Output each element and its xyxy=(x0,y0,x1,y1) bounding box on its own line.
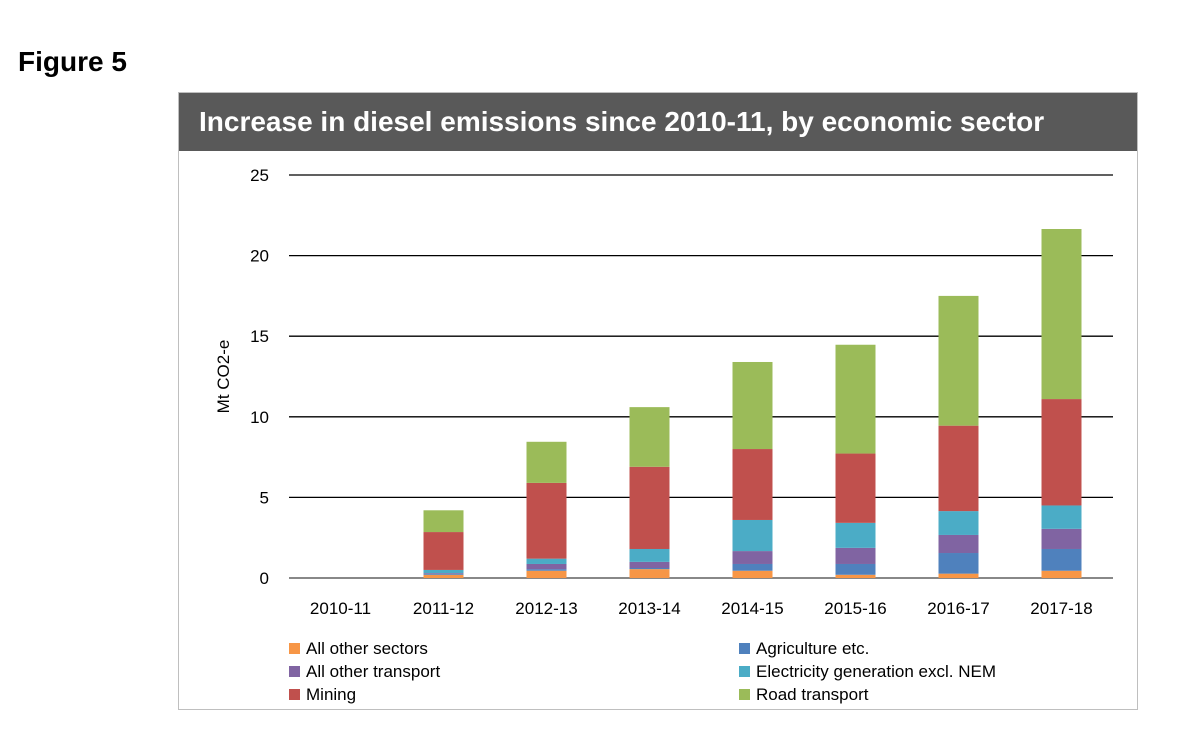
y-tick-label: 0 xyxy=(260,569,269,588)
bar-segment-road-transport xyxy=(526,441,567,483)
bar-segment-agriculture-etc- xyxy=(526,569,567,571)
bar-segment-mining xyxy=(629,466,670,549)
bar-segment-agriculture-etc- xyxy=(732,563,773,571)
bar-segment-all-other-transport xyxy=(732,551,773,564)
bar-segment-all-other-sectors xyxy=(938,573,979,578)
bar-segment-all-other-sectors xyxy=(835,574,876,578)
bar-segment-road-transport xyxy=(835,344,876,454)
bar-segment-electricity-generation-excl-nem xyxy=(423,569,464,574)
bar-segment-all-other-transport xyxy=(1041,528,1082,549)
bar-segment-road-transport xyxy=(938,295,979,426)
bar-segment-road-transport xyxy=(423,510,464,533)
bar-segment-mining xyxy=(835,453,876,523)
bar-segment-all-other-sectors xyxy=(423,574,464,578)
bar-segment-all-other-transport xyxy=(423,573,464,574)
legend-swatch xyxy=(739,689,750,700)
y-tick-label: 10 xyxy=(250,408,269,427)
bar-segment-all-other-sectors xyxy=(732,570,773,578)
bar-segment-electricity-generation-excl-nem xyxy=(629,548,670,562)
bar-segment-electricity-generation-excl-nem xyxy=(835,522,876,548)
chart-title: Increase in diesel emissions since 2010-… xyxy=(179,93,1137,151)
legend-label: Electricity generation excl. NEM xyxy=(756,662,996,681)
legend-label: Road transport xyxy=(756,685,869,704)
bar-segment-mining xyxy=(526,482,567,559)
bar-segment-electricity-generation-excl-nem xyxy=(1041,505,1082,529)
bar-segment-agriculture-etc- xyxy=(629,568,670,570)
bar-segment-all-other-sectors xyxy=(629,569,670,578)
bar-segment-mining xyxy=(938,425,979,512)
figure-label: Figure 5 xyxy=(18,46,127,77)
bar-segment-road-transport xyxy=(629,407,670,467)
legend-swatch xyxy=(289,689,300,700)
x-tick-label: 2012-13 xyxy=(515,599,577,618)
x-tick-label: 2017-18 xyxy=(1030,599,1092,618)
x-tick-label: 2010-11 xyxy=(310,599,371,618)
chart-svg: Mt CO2-e 0 5 10 15 20 25 2010-11 2011-12 2012-13… xyxy=(214,166,1113,704)
bar-segment-electricity-generation-excl-nem xyxy=(938,511,979,535)
bar-segment-mining xyxy=(1041,399,1082,506)
y-axis-label: Mt CO2-e xyxy=(214,340,233,414)
y-tick-label: 15 xyxy=(250,327,269,346)
legend-label: All other transport xyxy=(306,662,440,681)
bar-segment-mining xyxy=(732,449,773,520)
bar-segment-all-other-sectors xyxy=(526,570,567,578)
bar-segment-mining xyxy=(423,532,464,570)
y-tick-label: 25 xyxy=(250,166,269,185)
legend-swatch xyxy=(739,666,750,677)
bar-segment-road-transport xyxy=(732,361,773,450)
bar-segment-all-other-transport xyxy=(629,561,670,569)
bar-segment-all-other-transport xyxy=(938,534,979,554)
legend-swatch xyxy=(289,643,300,654)
legend-swatch xyxy=(739,643,750,654)
x-tick-label: 2014-15 xyxy=(721,599,783,618)
legend-label: All other sectors xyxy=(306,639,428,658)
x-tick-label: 2015-16 xyxy=(824,599,886,618)
legend-swatch xyxy=(289,666,300,677)
y-tick-label: 20 xyxy=(250,247,269,266)
bar-segment-agriculture-etc- xyxy=(423,573,464,575)
bar-segment-road-transport xyxy=(1041,229,1082,400)
bar-segment-electricity-generation-excl-nem xyxy=(732,519,773,552)
x-tick-label: 2013-14 xyxy=(618,599,680,618)
bar-segment-agriculture-etc- xyxy=(938,553,979,574)
bar-segment-all-other-transport xyxy=(835,547,876,564)
y-tick-label: 5 xyxy=(260,488,269,507)
x-tick-label: 2016-17 xyxy=(927,599,989,618)
bar-segment-agriculture-etc- xyxy=(835,563,876,575)
chart-frame: Increase in diesel emissions since 2010-… xyxy=(178,92,1138,710)
bar-segment-agriculture-etc- xyxy=(1041,548,1082,571)
bar-segment-electricity-generation-excl-nem xyxy=(526,558,567,564)
legend-label: Mining xyxy=(306,685,356,704)
legend-label: Agriculture etc. xyxy=(756,639,869,658)
bar-segment-all-other-transport xyxy=(526,563,567,570)
x-tick-label: 2011-12 xyxy=(413,599,474,618)
bar-segment-all-other-sectors xyxy=(1041,570,1082,578)
